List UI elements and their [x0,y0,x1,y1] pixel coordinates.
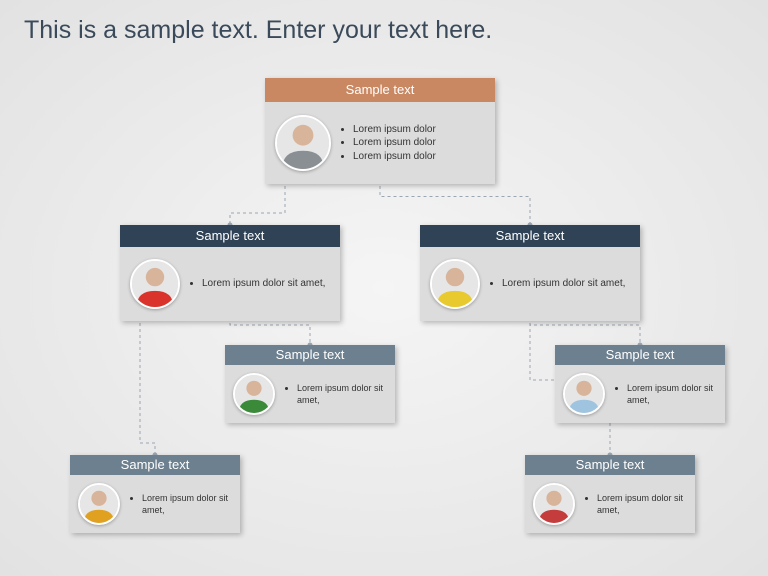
org-node-body: Lorem ipsum dolor sit amet, [225,365,395,423]
org-chart-canvas: Sample text Lorem ipsum dolorLorem ipsum… [0,0,768,576]
org-node-bullets: Lorem ipsum dolorLorem ipsum dolorLorem … [339,123,436,164]
org-node-bullets: Lorem ipsum dolor sit amet, [488,277,625,291]
avatar [563,373,605,415]
org-node: Sample text Lorem ipsum dolor sit amet, [225,345,395,423]
avatar [130,259,180,309]
org-node-header: Sample text [525,455,695,475]
bullet-item: Lorem ipsum dolor [353,123,436,137]
avatar [233,373,275,415]
org-node-bullets: Lorem ipsum dolor sit amet, [128,492,232,516]
org-node: Sample text Lorem ipsum dolor sit amet, [120,225,340,321]
bullet-item: Lorem ipsum dolor sit amet, [627,382,717,406]
avatar [430,259,480,309]
org-node-body: Lorem ipsum dolor sit amet, [420,247,640,321]
bullet-item: Lorem ipsum dolor sit amet, [597,492,687,516]
avatar [275,115,331,171]
org-node-bullets: Lorem ipsum dolor sit amet, [283,382,387,406]
org-node-body: Lorem ipsum dolor sit amet, [525,475,695,533]
org-node-header: Sample text [225,345,395,365]
org-node-header: Sample text [120,225,340,247]
bullet-item: Lorem ipsum dolor sit amet, [502,277,625,291]
org-node-header: Sample text [265,78,495,102]
org-node: Sample text Lorem ipsum dolor sit amet, [70,455,240,533]
org-node-bullets: Lorem ipsum dolor sit amet, [583,492,687,516]
org-node: Sample text Lorem ipsum dolorLorem ipsum… [265,78,495,184]
org-node: Sample text Lorem ipsum dolor sit amet, [525,455,695,533]
org-node-header: Sample text [70,455,240,475]
avatar [533,483,575,525]
org-node-body: Lorem ipsum dolorLorem ipsum dolorLorem … [265,102,495,184]
org-node: Sample text Lorem ipsum dolor sit amet, [420,225,640,321]
org-node: Sample text Lorem ipsum dolor sit amet, [555,345,725,423]
org-node-body: Lorem ipsum dolor sit amet, [70,475,240,533]
bullet-item: Lorem ipsum dolor sit amet, [297,382,387,406]
org-node-header: Sample text [420,225,640,247]
org-node-header: Sample text [555,345,725,365]
avatar [78,483,120,525]
bullet-item: Lorem ipsum dolor [353,136,436,150]
bullet-item: Lorem ipsum dolor [353,150,436,164]
org-node-body: Lorem ipsum dolor sit amet, [120,247,340,321]
org-node-bullets: Lorem ipsum dolor sit amet, [188,277,325,291]
org-node-bullets: Lorem ipsum dolor sit amet, [613,382,717,406]
bullet-item: Lorem ipsum dolor sit amet, [202,277,325,291]
bullet-item: Lorem ipsum dolor sit amet, [142,492,232,516]
org-node-body: Lorem ipsum dolor sit amet, [555,365,725,423]
